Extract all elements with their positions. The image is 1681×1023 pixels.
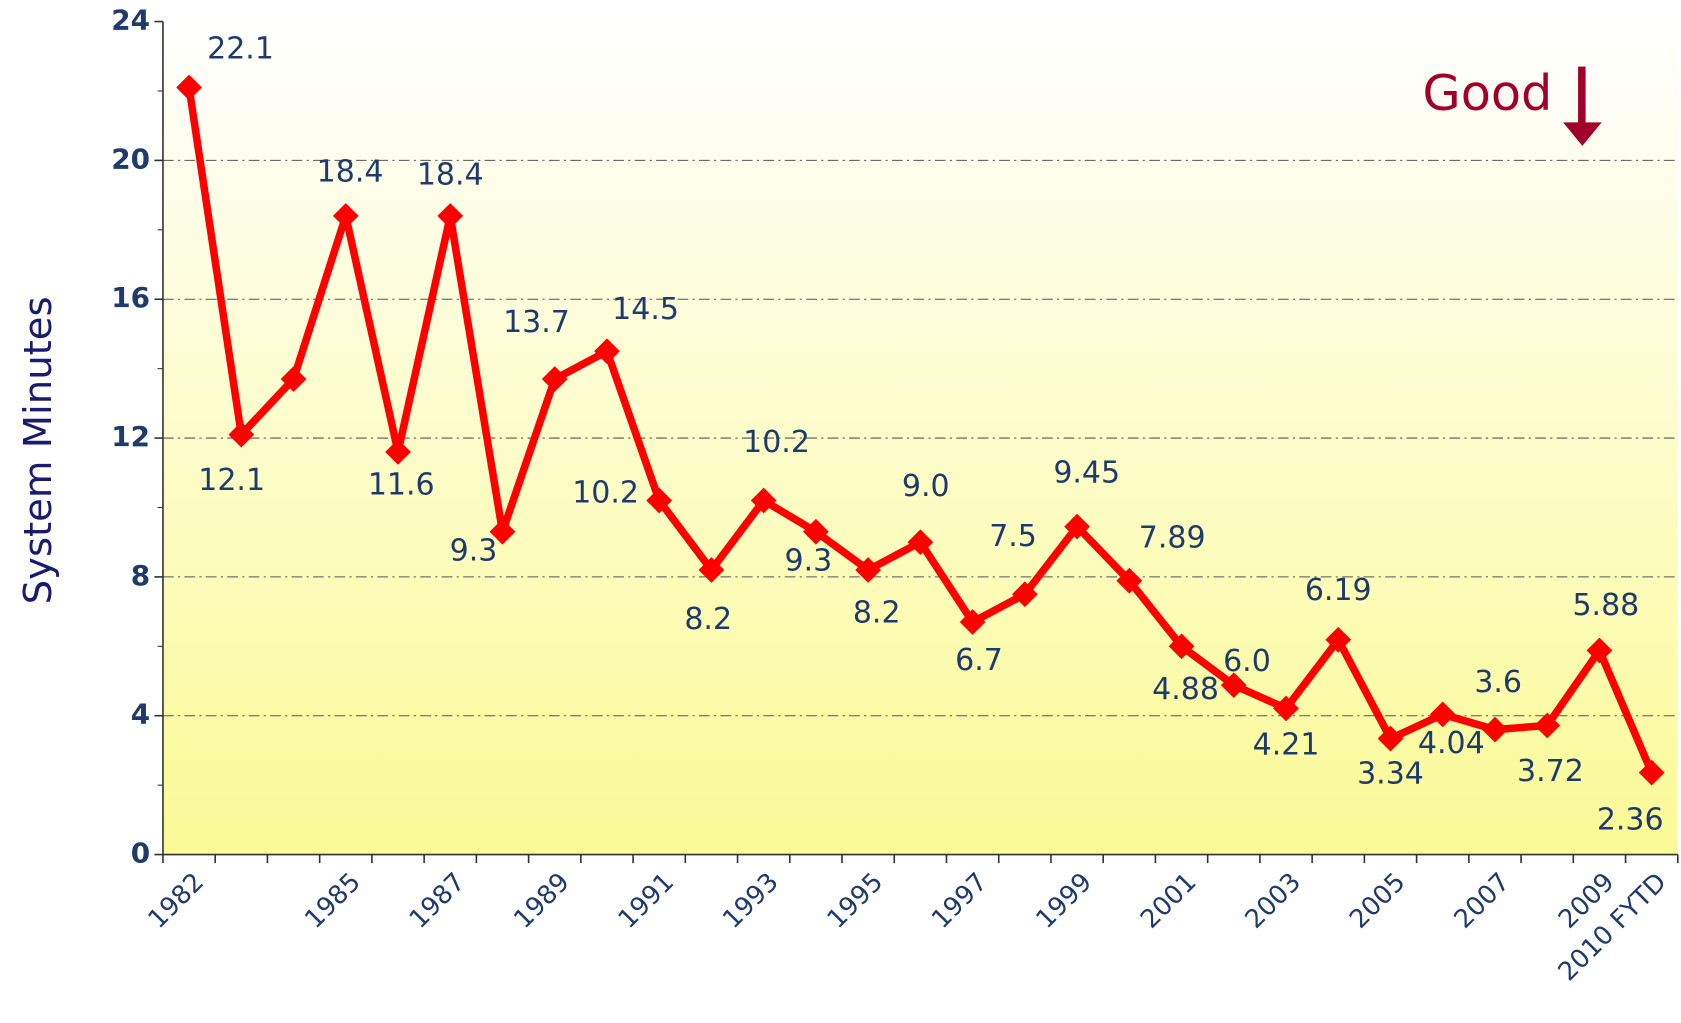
- x-tick-label: 1987: [404, 867, 471, 934]
- data-point: [176, 74, 202, 101]
- data-point: [1325, 626, 1352, 653]
- x-tick-label: 1982: [143, 867, 210, 934]
- data-label: 8.2: [684, 602, 732, 637]
- data-label: 9.45: [1053, 456, 1120, 491]
- x-tick-label: 2007: [1448, 867, 1515, 934]
- data-label: 9.3: [450, 534, 498, 569]
- data-point: [385, 439, 411, 465]
- data-label: 3.72: [1517, 754, 1584, 789]
- data-label: 7.5: [989, 519, 1037, 554]
- data-point: [332, 203, 359, 229]
- data-label: 5.88: [1572, 588, 1639, 623]
- x-tick-label: 1989: [508, 867, 575, 934]
- data-point: [1534, 712, 1561, 739]
- data-point: [855, 557, 881, 583]
- data-label: 3.6: [1474, 665, 1522, 700]
- data-point: [646, 487, 673, 514]
- data-point: [437, 203, 464, 229]
- data-label: 11.6: [368, 468, 435, 503]
- data-point: [1377, 725, 1404, 752]
- data-label: 4.88: [1152, 672, 1219, 707]
- y-tick-label: 4: [131, 698, 150, 731]
- x-tick-label: 1999: [1031, 867, 1098, 934]
- x-tick-label: 2003: [1239, 867, 1306, 934]
- data-label: 10.2: [743, 425, 810, 460]
- y-tick-label: 24: [111, 4, 150, 37]
- data-label: 6.7: [955, 643, 1003, 678]
- data-label: 10.2: [572, 476, 639, 511]
- data-point: [280, 366, 307, 392]
- x-tick-label: 1997: [926, 867, 993, 934]
- y-tick-label: 20: [111, 142, 150, 175]
- x-tick-label: 1993: [717, 867, 784, 934]
- annotation-arrow: [1563, 66, 1602, 146]
- data-label: 18.4: [317, 155, 384, 190]
- data-label: 9.0: [902, 469, 950, 504]
- x-tick-label: 2005: [1344, 867, 1411, 934]
- x-tick-label: 1991: [613, 867, 680, 934]
- y-axis-label: System Minutes: [16, 296, 61, 604]
- data-label: 4.04: [1418, 726, 1485, 761]
- data-label: 9.3: [785, 543, 833, 578]
- data-point: [228, 421, 255, 448]
- data-label: 13.7: [503, 305, 570, 340]
- y-tick-label: 16: [111, 281, 150, 314]
- data-label: 2.36: [1597, 802, 1664, 837]
- x-tick-label: 1985: [299, 867, 366, 934]
- y-tick-label: 8: [131, 559, 150, 592]
- data-point: [1116, 567, 1143, 594]
- data-label: 22.1: [207, 31, 274, 66]
- data-point: [1482, 716, 1508, 743]
- y-tick-label: 0: [131, 837, 150, 870]
- data-label: 4.21: [1253, 727, 1320, 762]
- data-label: 3.34: [1357, 757, 1424, 792]
- data-point: [1273, 695, 1299, 722]
- data-point: [1011, 581, 1038, 608]
- data-label: 18.4: [417, 158, 484, 193]
- x-tick-label: 1995: [822, 867, 889, 934]
- data-label: 14.5: [612, 292, 679, 327]
- data-label: 6.0: [1223, 644, 1271, 679]
- data-label: 8.2: [853, 595, 901, 630]
- data-label: 7.89: [1139, 520, 1206, 555]
- data-point: [1168, 633, 1195, 660]
- data-point: [698, 557, 725, 583]
- x-tick-label: 2001: [1135, 867, 1202, 934]
- y-tick-label: 12: [111, 420, 150, 453]
- data-label: 12.1: [198, 463, 265, 498]
- data-label: 6.19: [1305, 573, 1372, 608]
- annotation: Good: [1423, 64, 1553, 122]
